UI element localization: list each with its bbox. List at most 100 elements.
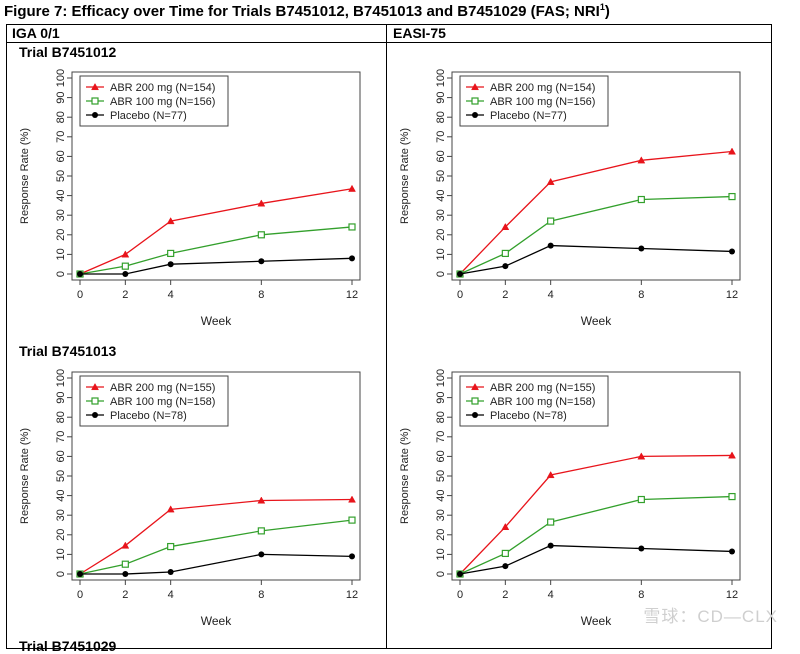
data-point-abr200 [257,496,266,504]
chart-b7451012-iga: 0 10 20 30 40 50 60 70 80 90 100 0 2 4 8 12 Week Response… [19,69,361,328]
trial-label-b7451013: Trial B7451013 [19,343,117,359]
legend-box [459,375,609,427]
data-point-abr200 [501,222,510,231]
trial-label-b7451012: Trial B7451012 [19,44,117,60]
y-tick-label: 60 [55,450,67,462]
x-tick-label: 8 [258,289,264,301]
legend-label-placebo: Placebo (N=77) [110,110,187,122]
series-line-placebo [80,553,353,575]
y-tick-label: 0 [435,271,447,277]
series-line-abr100 [79,226,353,275]
legend-marker-abr200 [471,82,479,91]
legend-label-abr200: ABR 200 mg (N=154) [490,82,595,94]
x-tick-label: 12 [726,289,738,301]
y-tick-label: 80 [435,111,447,123]
data-point-placebo [258,551,265,558]
data-point-abr200 [546,471,555,479]
y-tick-label: 70 [55,431,67,443]
x-tick-label: 4 [548,289,554,301]
y-tick-label: 0 [55,571,67,577]
y-tick-label: 100 [435,369,447,387]
data-point-placebo [122,271,129,277]
legend-marker-abr200 [91,82,99,91]
data-point-placebo [167,569,174,576]
data-point-placebo [729,248,735,255]
chart-b7451013-iga: 0 10 20 30 40 50 60 70 80 90 100 0 2 4 8 12 Week Response… [19,369,361,628]
y-tick-label: 90 [55,391,67,403]
y-tick-label: 30 [55,209,67,221]
data-point-abr100 [167,542,175,551]
column-header-iga: IGA 0/1 [12,25,60,41]
legend-label-abr200: ABR 200 mg (N=155) [110,382,215,394]
legend-marker-abr100 [471,397,479,405]
x-tick-label: 2 [502,289,508,301]
data-point-abr100 [257,527,265,535]
legend-label-abr100: ABR 100 mg (N=156) [110,96,215,108]
data-point-abr100 [121,262,129,270]
y-tick-label: 40 [55,189,67,201]
legend-label-placebo: Placebo (N=78) [110,410,187,422]
data-point-abr200 [257,199,266,207]
x-tick-label: 2 [502,589,508,601]
figure-title-end: ) [604,3,610,20]
data-point-placebo [638,545,645,552]
y-tick-label: 90 [435,91,447,103]
data-point-abr200 [728,451,736,459]
data-point-placebo [258,258,265,265]
chart-b7451012-easi75: 0 10 20 30 40 50 60 70 80 90 100 0 2 4 8 12 Week Response… [399,69,741,328]
series-line-abr200 [459,454,733,575]
legend-marker-abr200 [471,382,479,391]
y-axis-label: Response Rate (%) [399,128,411,224]
data-point-placebo [77,271,83,277]
y-tick-label: 20 [55,529,67,541]
series-line-placebo [459,244,733,275]
legend-box [79,375,229,427]
header-divider [6,42,772,43]
x-axis-label: Week [201,614,232,628]
legend-label-placebo: Placebo (N=78) [490,410,567,422]
data-point-abr200 [728,147,736,155]
data-point-abr200 [348,495,356,503]
figure-title-text: Figure 7: Efficacy over Time for Trials … [4,3,600,20]
y-tick-label: 30 [435,209,447,221]
legend-marker-abr200 [91,382,99,391]
data-point-placebo [502,563,509,570]
data-point-placebo [122,571,129,577]
data-point-abr200 [166,217,175,225]
data-point-abr100 [728,192,736,201]
y-axis-label: Response Rate (%) [19,128,31,224]
y-tick-label: 80 [55,111,67,123]
y-tick-label: 40 [435,489,447,501]
y-tick-label: 80 [435,411,447,423]
legend-box [79,75,229,127]
data-point-placebo [638,245,645,252]
x-axis-label: Week [581,614,612,628]
y-tick-label: 100 [55,369,67,387]
data-point-placebo [457,271,463,277]
figure-title: Figure 7: Efficacy over Time for Trials … [4,2,610,20]
series-line-abr100 [459,195,733,275]
data-point-placebo [547,542,554,549]
y-tick-label: 10 [55,548,67,560]
y-tick-label: 30 [55,509,67,521]
y-tick-label: 40 [435,189,447,201]
y-axis-label: Response Rate (%) [19,428,31,524]
data-point-placebo [502,263,509,270]
y-tick-label: 10 [435,248,447,260]
data-point-abr100 [637,495,645,504]
series-line-abr100 [459,495,733,575]
y-tick-label: 100 [435,69,447,87]
y-axis-label: Response Rate (%) [399,428,411,524]
data-point-abr200 [501,522,510,531]
x-tick-label: 12 [726,589,738,601]
x-tick-label: 2 [122,289,128,301]
legend-marker-placebo [92,112,98,118]
data-point-abr200 [348,184,356,192]
y-tick-label: 40 [55,489,67,501]
series-line-abr200 [79,188,353,275]
x-tick-label: 0 [77,589,83,601]
y-tick-label: 60 [55,150,67,162]
column-divider [386,24,387,649]
legend-marker-placebo [472,112,478,118]
y-tick-label: 10 [435,548,447,560]
